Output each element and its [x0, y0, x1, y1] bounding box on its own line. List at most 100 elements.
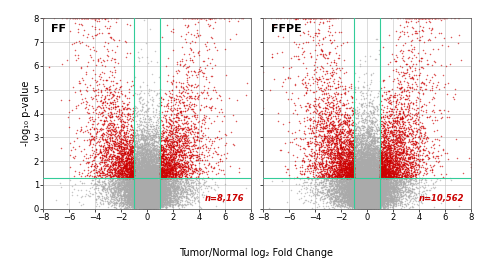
Point	[380, 78, 387, 82]
Point	[172, 167, 179, 171]
Point	[375, 127, 383, 131]
Point	[315, 175, 323, 179]
Point	[365, 197, 373, 201]
Point	[345, 190, 353, 194]
Point	[183, 98, 191, 102]
Point	[343, 164, 350, 169]
Point	[355, 193, 362, 197]
Point	[102, 86, 110, 90]
Point	[363, 200, 370, 205]
Point	[326, 153, 334, 158]
Point	[149, 148, 156, 152]
Point	[362, 185, 370, 189]
Point	[348, 200, 355, 204]
Point	[138, 190, 145, 194]
Point	[168, 109, 176, 113]
Point	[152, 170, 159, 174]
Point	[358, 157, 366, 161]
Point	[387, 166, 394, 170]
Point	[148, 186, 155, 191]
Point	[367, 192, 374, 197]
Point	[300, 131, 308, 135]
Point	[154, 174, 162, 178]
Point	[376, 205, 383, 210]
Point	[151, 195, 158, 199]
Point	[109, 193, 116, 198]
Point	[358, 174, 366, 178]
Point	[332, 174, 340, 178]
Point	[372, 188, 380, 192]
Point	[384, 176, 392, 180]
Point	[349, 199, 357, 204]
Point	[349, 194, 357, 198]
Point	[378, 152, 386, 156]
Point	[151, 164, 158, 168]
Point	[354, 79, 361, 83]
Point	[348, 165, 356, 169]
Point	[382, 204, 390, 208]
Point	[366, 204, 373, 208]
Point	[390, 189, 398, 194]
Point	[112, 131, 120, 135]
Point	[107, 152, 114, 157]
Point	[366, 177, 374, 181]
Point	[355, 191, 363, 195]
Point	[339, 101, 347, 105]
Point	[157, 199, 164, 203]
Point	[173, 173, 180, 177]
Point	[330, 158, 337, 163]
Point	[131, 193, 139, 198]
Point	[155, 164, 163, 168]
Point	[152, 182, 160, 186]
Point	[142, 194, 150, 198]
Point	[133, 200, 141, 204]
Point	[355, 134, 362, 139]
Point	[430, 103, 438, 107]
Point	[358, 180, 366, 184]
Point	[153, 164, 161, 168]
Point	[148, 197, 156, 201]
Point	[363, 192, 371, 197]
Point	[95, 173, 102, 177]
Point	[354, 189, 361, 193]
Point	[382, 151, 390, 155]
Point	[339, 124, 347, 128]
Point	[135, 156, 143, 160]
Point	[194, 131, 201, 135]
Point	[418, 141, 425, 145]
Point	[369, 199, 377, 203]
Point	[398, 115, 406, 119]
Point	[148, 189, 155, 193]
Point	[371, 197, 379, 201]
Point	[114, 170, 121, 174]
Point	[346, 181, 353, 186]
Point	[401, 171, 408, 175]
Point	[371, 183, 379, 187]
Point	[369, 191, 377, 195]
Point	[322, 16, 330, 20]
Point	[375, 182, 382, 186]
Point	[369, 187, 377, 191]
Point	[148, 191, 156, 195]
Point	[363, 204, 371, 208]
Point	[129, 170, 136, 174]
Point	[166, 203, 174, 207]
Point	[163, 194, 171, 198]
Point	[356, 186, 363, 191]
Point	[369, 169, 377, 173]
Point	[308, 161, 316, 165]
Point	[161, 162, 168, 166]
Point	[352, 203, 360, 207]
Point	[158, 169, 166, 173]
Point	[148, 190, 156, 194]
Point	[382, 166, 390, 170]
Point	[149, 177, 156, 182]
Point	[365, 133, 372, 137]
Point	[419, 157, 426, 162]
Point	[138, 104, 146, 108]
Point	[372, 204, 380, 208]
Point	[365, 182, 372, 187]
Point	[362, 204, 369, 208]
Point	[376, 195, 384, 200]
Point	[367, 182, 374, 187]
